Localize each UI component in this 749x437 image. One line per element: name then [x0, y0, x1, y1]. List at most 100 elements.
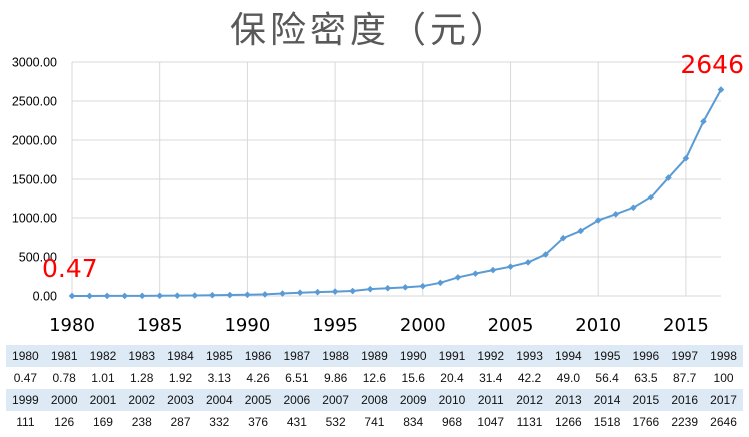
data-point [68, 292, 76, 300]
table-cell: 1980 [6, 345, 45, 367]
table-cell: 3.13 [207, 371, 231, 385]
table-row: 0.47 0.78 1.01 1.28 1.92 3.13 4.26 6.51 9.86 12.6… [6, 367, 743, 389]
table-cell: 1983 [122, 345, 162, 367]
data-points [68, 86, 725, 300]
data-point [419, 282, 427, 290]
table-cell: 0.47 [13, 371, 38, 385]
table-cell: 169 [92, 415, 113, 429]
y-tick-label: 1500.00 [12, 173, 57, 187]
data-point [366, 285, 374, 293]
table-cell: 2239 [671, 415, 699, 429]
table-cell: 532 [325, 415, 346, 429]
data-point [121, 292, 128, 300]
table-cell: 20.4 [440, 371, 464, 385]
table-cell: 15.6 [401, 371, 425, 385]
table-cell: 49.0 [556, 371, 580, 385]
chart-title: 保险密度（元） [230, 10, 510, 51]
table-row: 1999 2000 2001 2002 2003 2004 2005 2006 2007 2008… [6, 389, 743, 411]
table-cell: 56.4 [595, 371, 619, 385]
data-point [577, 227, 584, 235]
table-cell: 31.4 [479, 371, 503, 385]
table-cell: 2008 [355, 389, 394, 411]
table-cell: 1988 [316, 345, 356, 367]
data-point [612, 211, 620, 218]
y-tick-label: 500.00 [19, 251, 57, 265]
x-tick-label: 1980 [49, 315, 95, 336]
table-cell: 2017 [704, 389, 743, 411]
table-cell: 1984 [161, 345, 200, 367]
data-table: 1980 1981 1982 1983 1984 1985 1986 1987 1988 1989… [6, 345, 743, 433]
data-point [331, 288, 339, 295]
table-cell: 741 [364, 415, 385, 429]
table-cell: 968 [441, 415, 462, 429]
data-point [700, 118, 707, 125]
table-cell: 6.51 [285, 371, 309, 385]
x-tick-label: 2015 [663, 315, 709, 336]
data-point [279, 290, 286, 297]
data-point [629, 204, 637, 212]
table-cell: 1992 [471, 345, 511, 367]
table-cell: 2000 [44, 389, 84, 411]
x-tick-label: 1995 [312, 315, 358, 336]
data-point [682, 154, 690, 162]
insurance-density-chart: 保险密度（元） 0.00 500.00 1000.00 1500.00 2000.00 2… [12, 10, 744, 336]
data-point [86, 292, 93, 300]
table-cell: 834 [403, 415, 424, 429]
table-cell: 1987 [277, 345, 317, 367]
x-tick-label: 2000 [400, 315, 446, 336]
data-point [665, 174, 672, 181]
table-row: 111 126 169 238 287 332 376 431 532 741 834 968 1047… [6, 411, 743, 433]
table-cell: 2001 [83, 389, 123, 411]
table-cell: 1766 [632, 415, 660, 429]
y-tick-label: 3000.00 [12, 56, 57, 70]
table-cell: 100 [713, 371, 734, 385]
table-cell: 1991 [432, 345, 472, 367]
table-cell: 42.2 [517, 371, 542, 385]
table-cell: 1266 [554, 415, 582, 429]
table-cell: 376 [248, 415, 269, 429]
series-line [71, 89, 722, 297]
x-tick-label: 1990 [224, 315, 270, 336]
table-cell: 1999 [6, 389, 45, 411]
table-cell: 1998 [704, 345, 743, 367]
table-cell: 1.28 [130, 371, 154, 385]
table-cell: 1047 [477, 415, 505, 429]
y-tick-label: 0.00 [33, 290, 57, 304]
data-point [594, 217, 602, 224]
table-cell: 1.01 [91, 371, 115, 385]
table-cell: 287 [170, 415, 191, 429]
data-point [717, 86, 725, 93]
data-point [349, 287, 356, 295]
table-cell: 2009 [393, 389, 433, 411]
table-cell: 2646 [710, 415, 737, 429]
table-cell: 87.7 [672, 371, 697, 385]
x-tick-label: 1985 [137, 315, 183, 336]
table-cell: 111 [16, 415, 35, 429]
y-tick-label: 2500.00 [12, 95, 57, 109]
table-cell: 2005 [238, 389, 278, 411]
table-cell: 1995 [587, 345, 627, 367]
table-cell: 2012 [510, 389, 549, 411]
table-cell: 1.92 [168, 371, 193, 385]
data-point [244, 291, 251, 299]
data-point [472, 270, 479, 277]
table-cell: 1986 [238, 345, 278, 367]
x-axis-ticks: 1980 1985 1990 1995 2000 2005 2010 2015 [49, 315, 709, 336]
data-point [489, 266, 497, 274]
data-point [226, 291, 234, 299]
data-point [384, 284, 392, 292]
data-point [401, 284, 409, 291]
table-cell: 238 [131, 415, 152, 429]
table-cell: 332 [209, 415, 230, 429]
table-cell: 1982 [83, 345, 123, 367]
y-tick-label: 1000.00 [12, 212, 57, 226]
table-cell: 2003 [161, 389, 200, 411]
x-tick-label: 2010 [575, 315, 621, 336]
data-point [542, 251, 549, 258]
gridlines [71, 61, 721, 297]
table-cell: 1989 [355, 345, 394, 367]
data-point [156, 292, 164, 300]
y-tick-label: 2000.00 [12, 134, 57, 148]
table-cell: 2010 [432, 389, 472, 411]
table-cell: 9.86 [323, 371, 348, 385]
